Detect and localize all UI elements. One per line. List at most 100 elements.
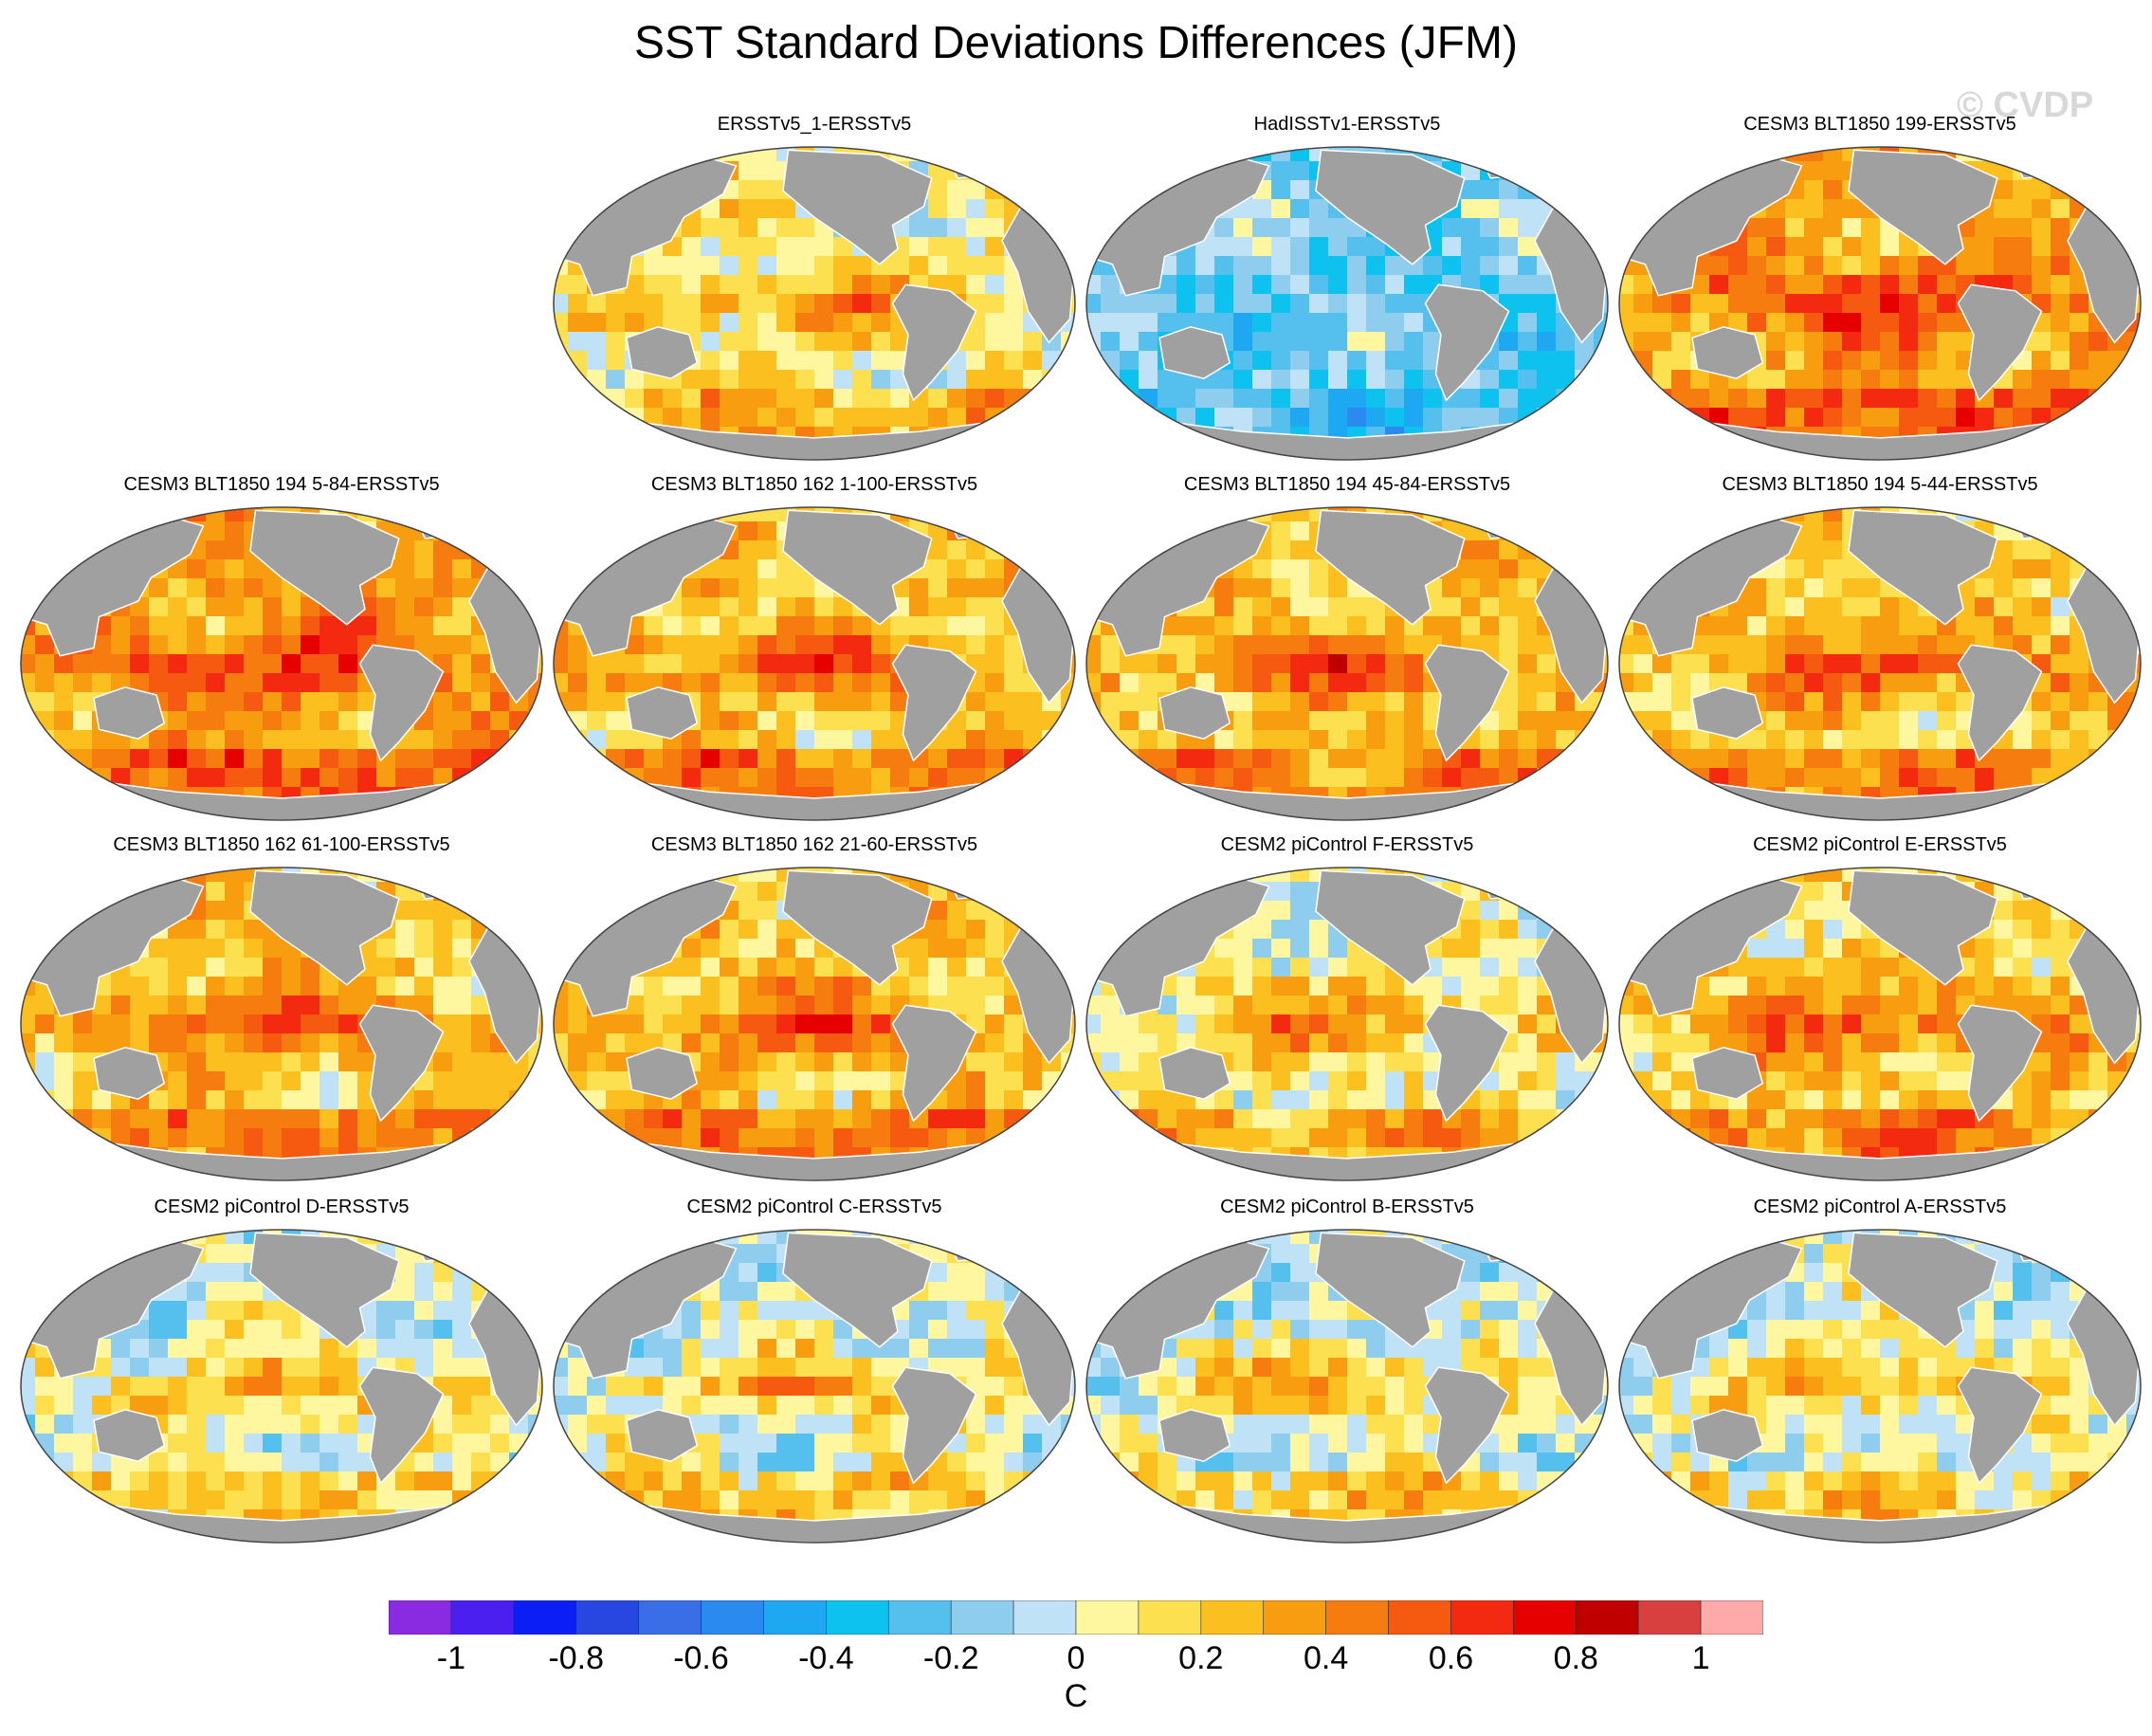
sst-cell — [1556, 692, 1576, 712]
sst-cell — [92, 1090, 112, 1110]
sst-cell — [1823, 673, 1843, 693]
sst-cell — [1042, 199, 1062, 219]
sst-cell — [701, 1052, 720, 1072]
sst-cell — [757, 616, 777, 636]
sst-cell — [1556, 446, 1576, 460]
sst-cell — [1842, 692, 1862, 712]
sst-cell — [1271, 692, 1291, 712]
sst-cell — [739, 161, 758, 181]
sst-cell — [1086, 147, 1102, 162]
sst-cell — [1271, 540, 1291, 560]
sst-cell — [1918, 370, 1938, 390]
sst-cell — [947, 730, 967, 750]
sst-cell — [2070, 692, 2089, 712]
sst-cell — [1633, 768, 1653, 788]
sst-cell — [1214, 313, 1234, 333]
sst-cell — [1537, 351, 1557, 371]
sst-cell — [2051, 673, 2070, 693]
sst-cell — [1518, 673, 1538, 693]
sst-cell — [1842, 730, 1862, 750]
sst-cell — [739, 559, 758, 579]
sst-cell — [282, 996, 301, 1015]
sst-cell — [2032, 199, 2052, 219]
sst-cell — [1385, 977, 1405, 996]
sst-cell — [433, 540, 453, 560]
sst-cell — [1101, 521, 1121, 541]
sst-cell — [1214, 616, 1234, 636]
sst-cell — [1937, 389, 1957, 409]
sst-cell — [966, 958, 986, 978]
sst-cell — [1385, 256, 1405, 276]
globe-map — [553, 146, 1076, 461]
sst-cell — [739, 616, 758, 636]
sst-cell — [1309, 559, 1329, 579]
sst-cell — [1556, 408, 1576, 428]
sst-cell — [1120, 408, 1140, 428]
sst-cell — [739, 730, 758, 750]
sst-cell — [1271, 559, 1291, 579]
sst-cell — [1556, 161, 1576, 181]
sst-cell — [1652, 1166, 1672, 1180]
sst-cell — [2126, 711, 2141, 731]
sst-cell — [1101, 1052, 1121, 1072]
sst-cell — [1709, 1014, 1729, 1034]
sst-cell — [21, 1166, 36, 1180]
sst-cell — [1994, 597, 2014, 617]
sst-cell — [1233, 654, 1253, 674]
sst-cell — [2013, 768, 2033, 788]
sst-cell — [795, 275, 815, 295]
sst-cell — [1271, 275, 1291, 295]
sst-cell — [644, 1014, 664, 1034]
sst-cell — [1633, 1109, 1653, 1129]
sst-cell — [1366, 332, 1386, 352]
sst-cell — [720, 147, 739, 162]
sst-cell — [1004, 521, 1024, 541]
sst-cell — [452, 521, 472, 541]
sst-cell — [1652, 1071, 1672, 1091]
sst-cell — [947, 977, 967, 996]
sst-cell — [720, 1014, 739, 1034]
landmass — [93, 686, 166, 740]
sst-cell — [2088, 749, 2108, 769]
sst-cell — [1271, 1090, 1291, 1110]
sst-cell — [414, 507, 434, 522]
sst-cell — [1747, 578, 1767, 598]
sst-cell — [663, 977, 683, 996]
sst-cell — [776, 1128, 796, 1148]
landmass — [358, 1004, 445, 1123]
sst-cell — [149, 616, 169, 636]
sst-cell — [1690, 1033, 1710, 1053]
sst-cell — [263, 958, 283, 978]
sst-cell — [1619, 351, 1634, 371]
sst-cell — [2088, 161, 2108, 181]
sst-cell — [1461, 389, 1481, 409]
sst-cell — [21, 578, 36, 598]
sst-cell — [1652, 654, 1672, 674]
sst-cell — [452, 597, 472, 617]
sst-cell — [1061, 351, 1075, 371]
sst-cell — [1899, 711, 1919, 731]
sst-cell — [1633, 882, 1653, 902]
sst-cell — [433, 901, 453, 921]
sst-cell — [1499, 958, 1519, 978]
sst-cell — [1023, 1071, 1043, 1091]
sst-cell — [1195, 768, 1215, 788]
sst-cell — [1195, 256, 1215, 276]
sst-cell — [720, 1109, 739, 1129]
sst-cell — [1619, 507, 1634, 522]
sst-cell — [568, 901, 588, 921]
sst-cell — [1101, 1109, 1121, 1129]
sst-cell — [2051, 161, 2070, 181]
sst-cell — [966, 730, 986, 750]
sst-cell — [739, 199, 758, 219]
sst-cell — [1290, 332, 1310, 352]
sst-cell — [966, 1128, 986, 1148]
sst-cell — [1842, 256, 1862, 276]
sst-cell — [757, 408, 777, 428]
sst-cell — [1120, 749, 1140, 769]
sst-cell — [985, 939, 1005, 959]
sst-cell — [966, 868, 986, 883]
sst-cell — [21, 901, 36, 921]
sst-cell — [1823, 768, 1843, 788]
sst-cell — [890, 147, 910, 162]
